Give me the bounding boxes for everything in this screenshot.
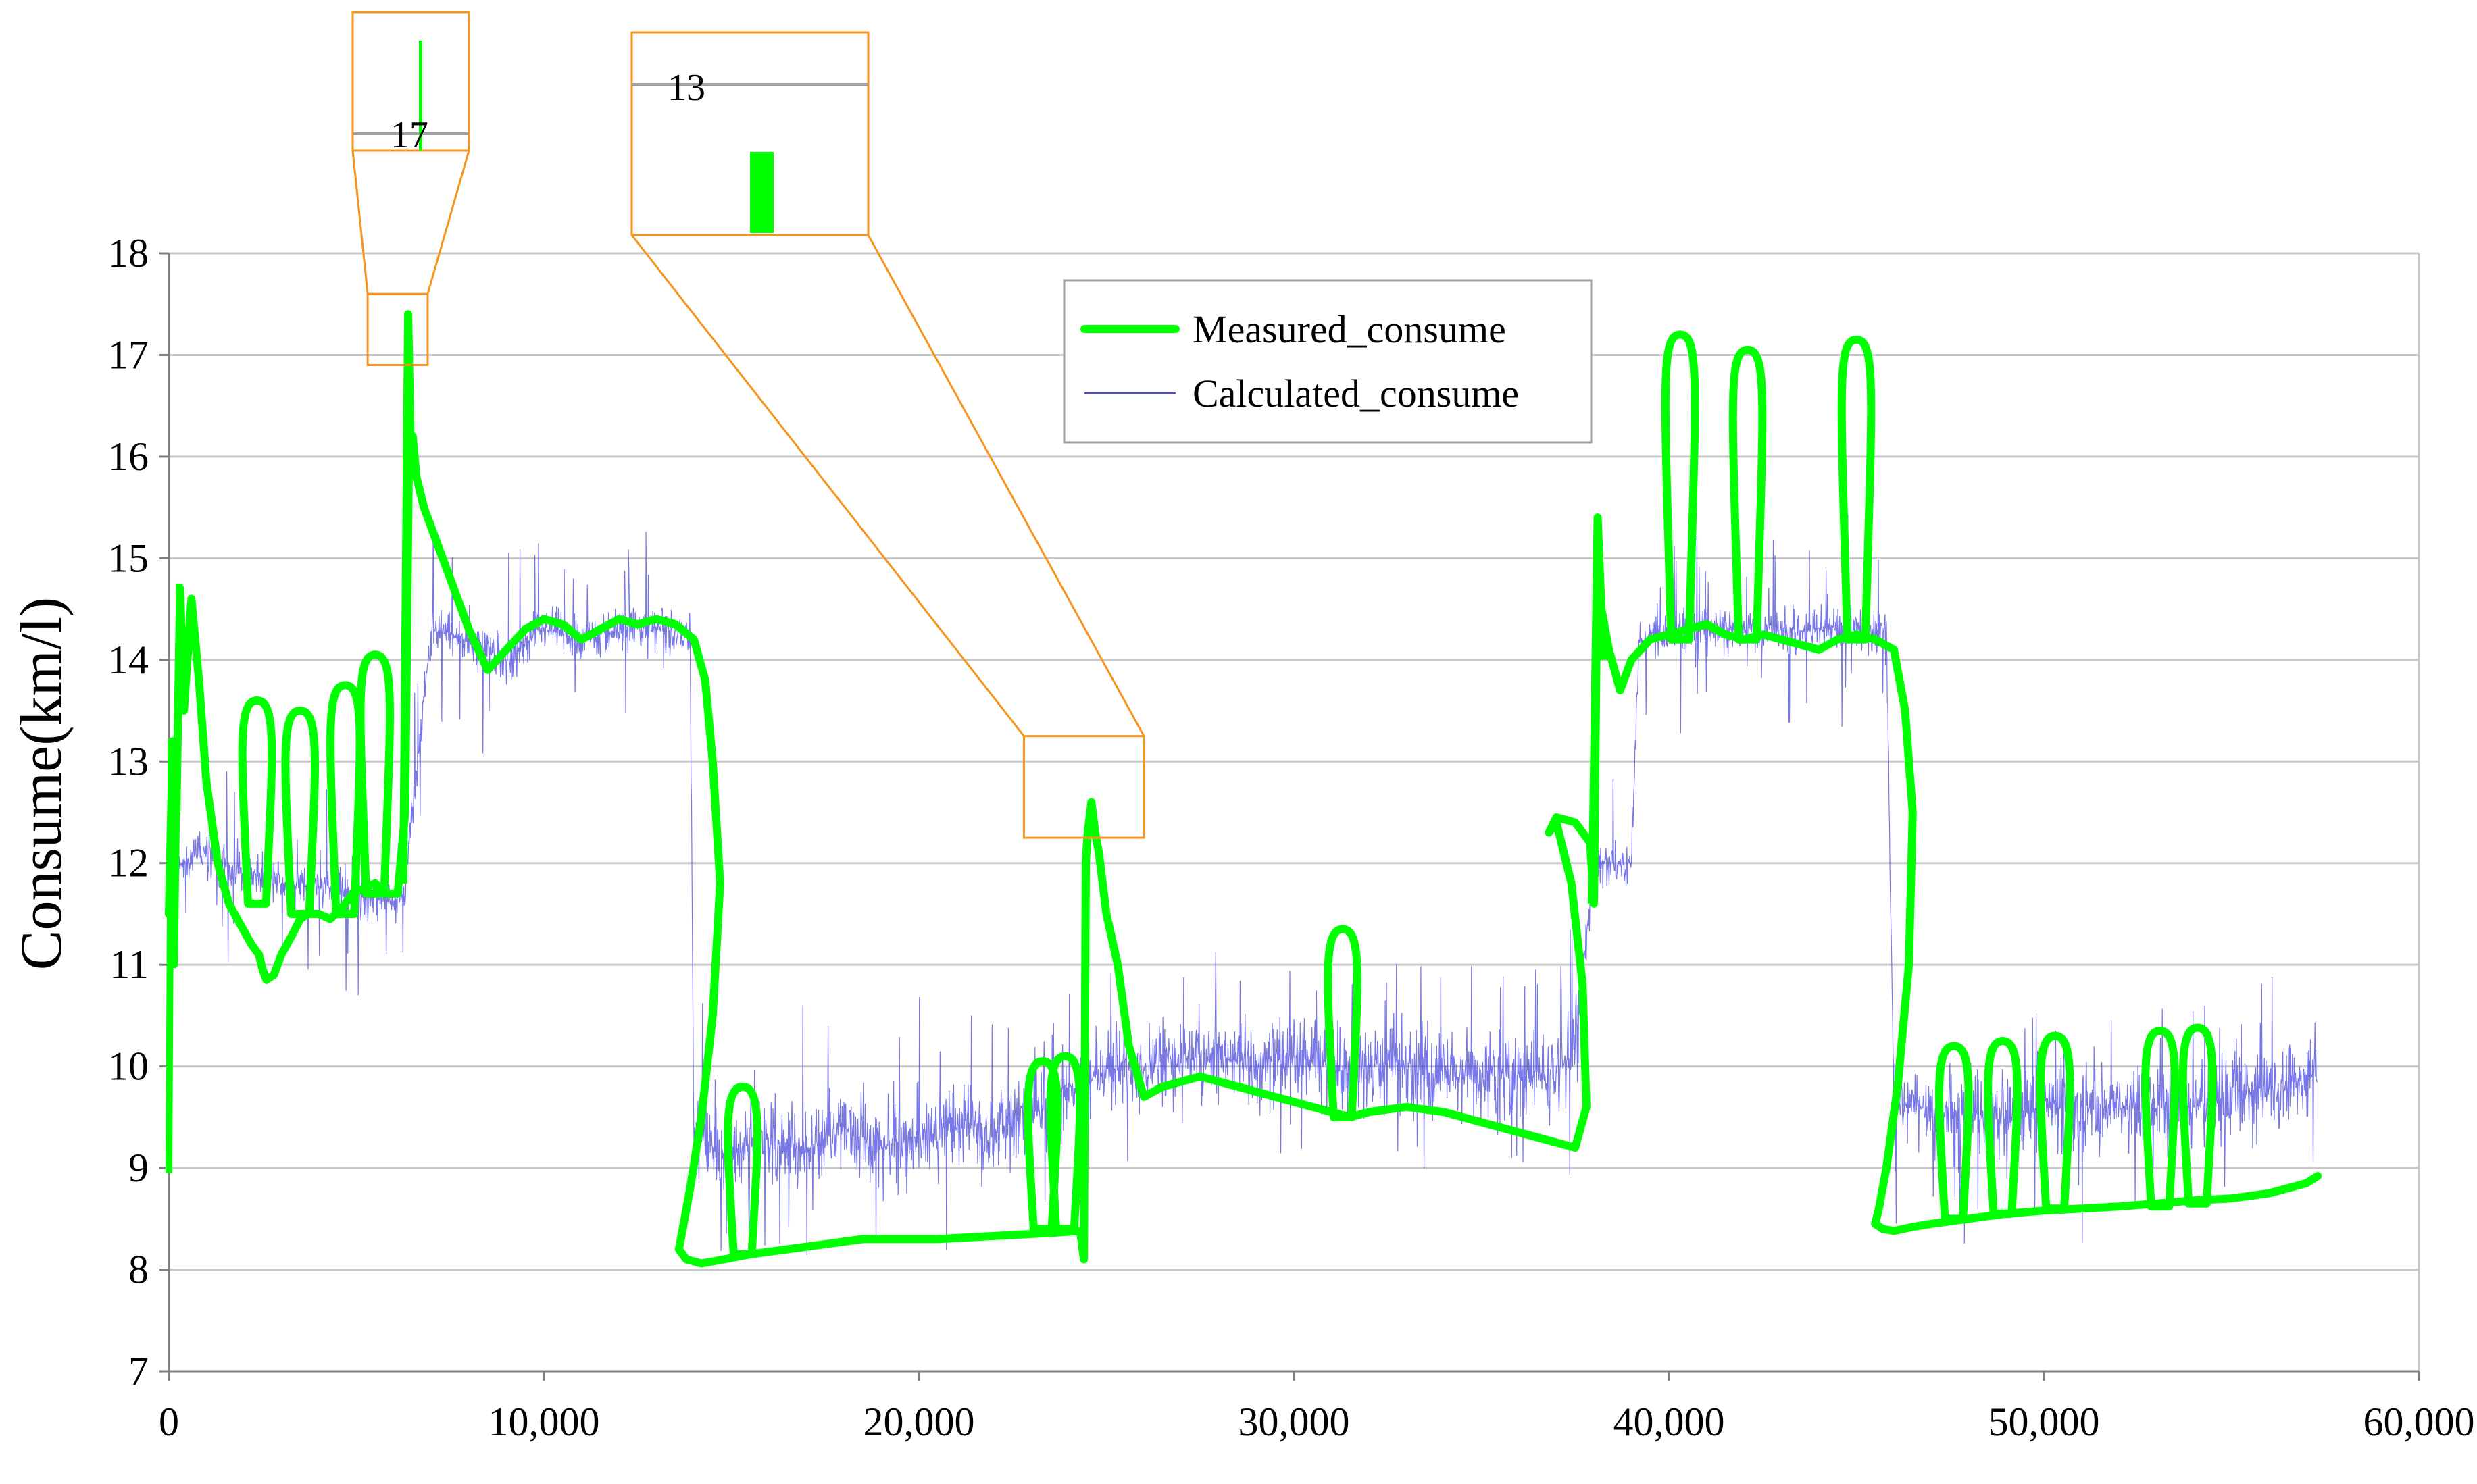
measured-loop bbox=[724, 1082, 761, 1258]
measured-loop bbox=[238, 696, 276, 908]
measured-loop bbox=[356, 650, 395, 898]
y-tick-label: 12 bbox=[108, 841, 149, 886]
x-tick-label: 30,000 bbox=[1238, 1400, 1350, 1444]
y-tick-label: 9 bbox=[128, 1146, 149, 1190]
y-tick-label: 7 bbox=[128, 1349, 149, 1393]
inset-label: 17 bbox=[391, 114, 428, 156]
measured-loop bbox=[2178, 1023, 2217, 1208]
inset-connector bbox=[867, 234, 1145, 737]
axes-layer: 7 8 9 10 11 12 13 14 15 16 17 18 0 10,000 20,000 30,000… bbox=[108, 231, 2475, 1444]
inset-connector bbox=[351, 150, 369, 295]
y-tick-label: 13 bbox=[108, 739, 149, 784]
measured-loop bbox=[1046, 1052, 1084, 1233]
legend-label-measured: Measured_consume bbox=[1193, 307, 1506, 351]
legend: Measured_consume Calculated_consume bbox=[1063, 279, 1593, 444]
y-tick-label: 14 bbox=[108, 638, 149, 682]
x-tick-label: 20,000 bbox=[864, 1400, 975, 1444]
measured-loop bbox=[1984, 1037, 2022, 1218]
x-tick-label: 0 bbox=[159, 1400, 179, 1444]
measured-loop bbox=[2036, 1031, 2074, 1213]
inset-source-box bbox=[366, 292, 429, 367]
y-tick-label: 10 bbox=[108, 1044, 149, 1089]
measured-loop bbox=[1837, 335, 1876, 644]
inset-spike bbox=[419, 41, 422, 151]
y-tick-label: 11 bbox=[109, 942, 149, 987]
measured-spike bbox=[1588, 513, 1607, 904]
inset-connector bbox=[426, 150, 470, 295]
measured-loop bbox=[281, 707, 320, 918]
x-tick-label: 60,000 bbox=[2363, 1400, 2475, 1444]
calculated-series bbox=[176, 514, 2318, 1255]
measured-loop bbox=[1661, 330, 1699, 644]
x-tick-label: 50,000 bbox=[1988, 1400, 2100, 1444]
y-tick-label: 18 bbox=[108, 231, 149, 276]
legend-box bbox=[1063, 279, 1593, 444]
y-tick-label: 16 bbox=[108, 434, 149, 479]
measured-loop bbox=[1935, 1042, 1973, 1223]
y-tick-label: 17 bbox=[108, 332, 149, 377]
y-axis-title: Consume(km/l) bbox=[9, 597, 74, 970]
measured-loop bbox=[1728, 345, 1767, 644]
measured-loop bbox=[2141, 1026, 2179, 1211]
measured-series bbox=[165, 310, 2322, 1268]
y-tick-label: 15 bbox=[108, 536, 149, 580]
inset-box bbox=[351, 11, 470, 152]
inset-spike bbox=[750, 152, 774, 233]
measured-spike bbox=[399, 310, 415, 884]
x-tick-label: 10,000 bbox=[489, 1400, 600, 1444]
legend-label-calculated: Calculated_consume bbox=[1193, 372, 1519, 415]
measured-line bbox=[165, 432, 2322, 1268]
inset-connector bbox=[630, 234, 1025, 737]
measured-spike bbox=[166, 583, 183, 1173]
inset-source-box bbox=[1022, 735, 1145, 839]
grid-layer bbox=[169, 252, 2420, 1373]
inset-label: 13 bbox=[668, 67, 705, 109]
y-tick-label: 8 bbox=[128, 1248, 149, 1292]
measured-loop bbox=[1324, 925, 1361, 1121]
x-tick-label: 40,000 bbox=[1613, 1400, 1725, 1444]
measured-loop bbox=[1024, 1057, 1061, 1233]
calculated-line bbox=[176, 514, 2318, 1255]
